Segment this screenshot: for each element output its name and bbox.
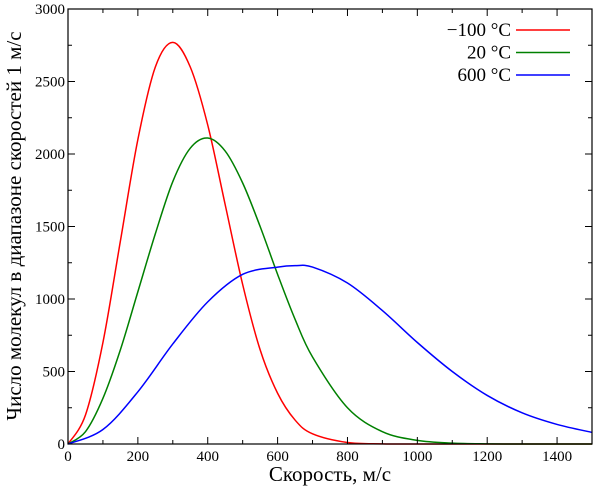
x-tick-label: 1200: [472, 449, 502, 465]
x-axis-title: Скорость, м/с: [269, 462, 391, 486]
x-tick-label: 1400: [542, 449, 572, 465]
axis-ticks: [67, 8, 592, 445]
y-axis-title: Число молекул в диапазоне скоростей 1 м/…: [2, 31, 26, 420]
y-tick-label: 3000: [35, 2, 65, 18]
legend-label-1: 20 °C: [467, 43, 511, 64]
x-tick-label: 1000: [402, 449, 432, 465]
x-axis-tick-labels: 0 200 400 600 800 1000 1200 1400: [64, 449, 572, 465]
y-tick-label: 1500: [35, 220, 65, 236]
y-tick-label: 2500: [35, 75, 65, 91]
legend-label-0: −100 °C: [447, 20, 511, 41]
y-tick-label: 0: [58, 437, 66, 453]
x-tick-label: 0: [64, 449, 72, 465]
y-tick-label: 2000: [35, 147, 65, 163]
x-tick-label: 400: [196, 449, 219, 465]
y-tick-label: 500: [43, 365, 66, 381]
x-tick-label: 200: [127, 449, 150, 465]
x-tick-label: 800: [336, 449, 359, 465]
y-axis-tick-labels: 0 500 1000 1500 2000 2500 3000: [35, 2, 65, 453]
series-line-2: [67, 264, 593, 445]
legend-label-2: 600 °C: [457, 65, 511, 86]
x-tick-label: 600: [266, 449, 289, 465]
y-tick-label: 1000: [35, 292, 65, 308]
